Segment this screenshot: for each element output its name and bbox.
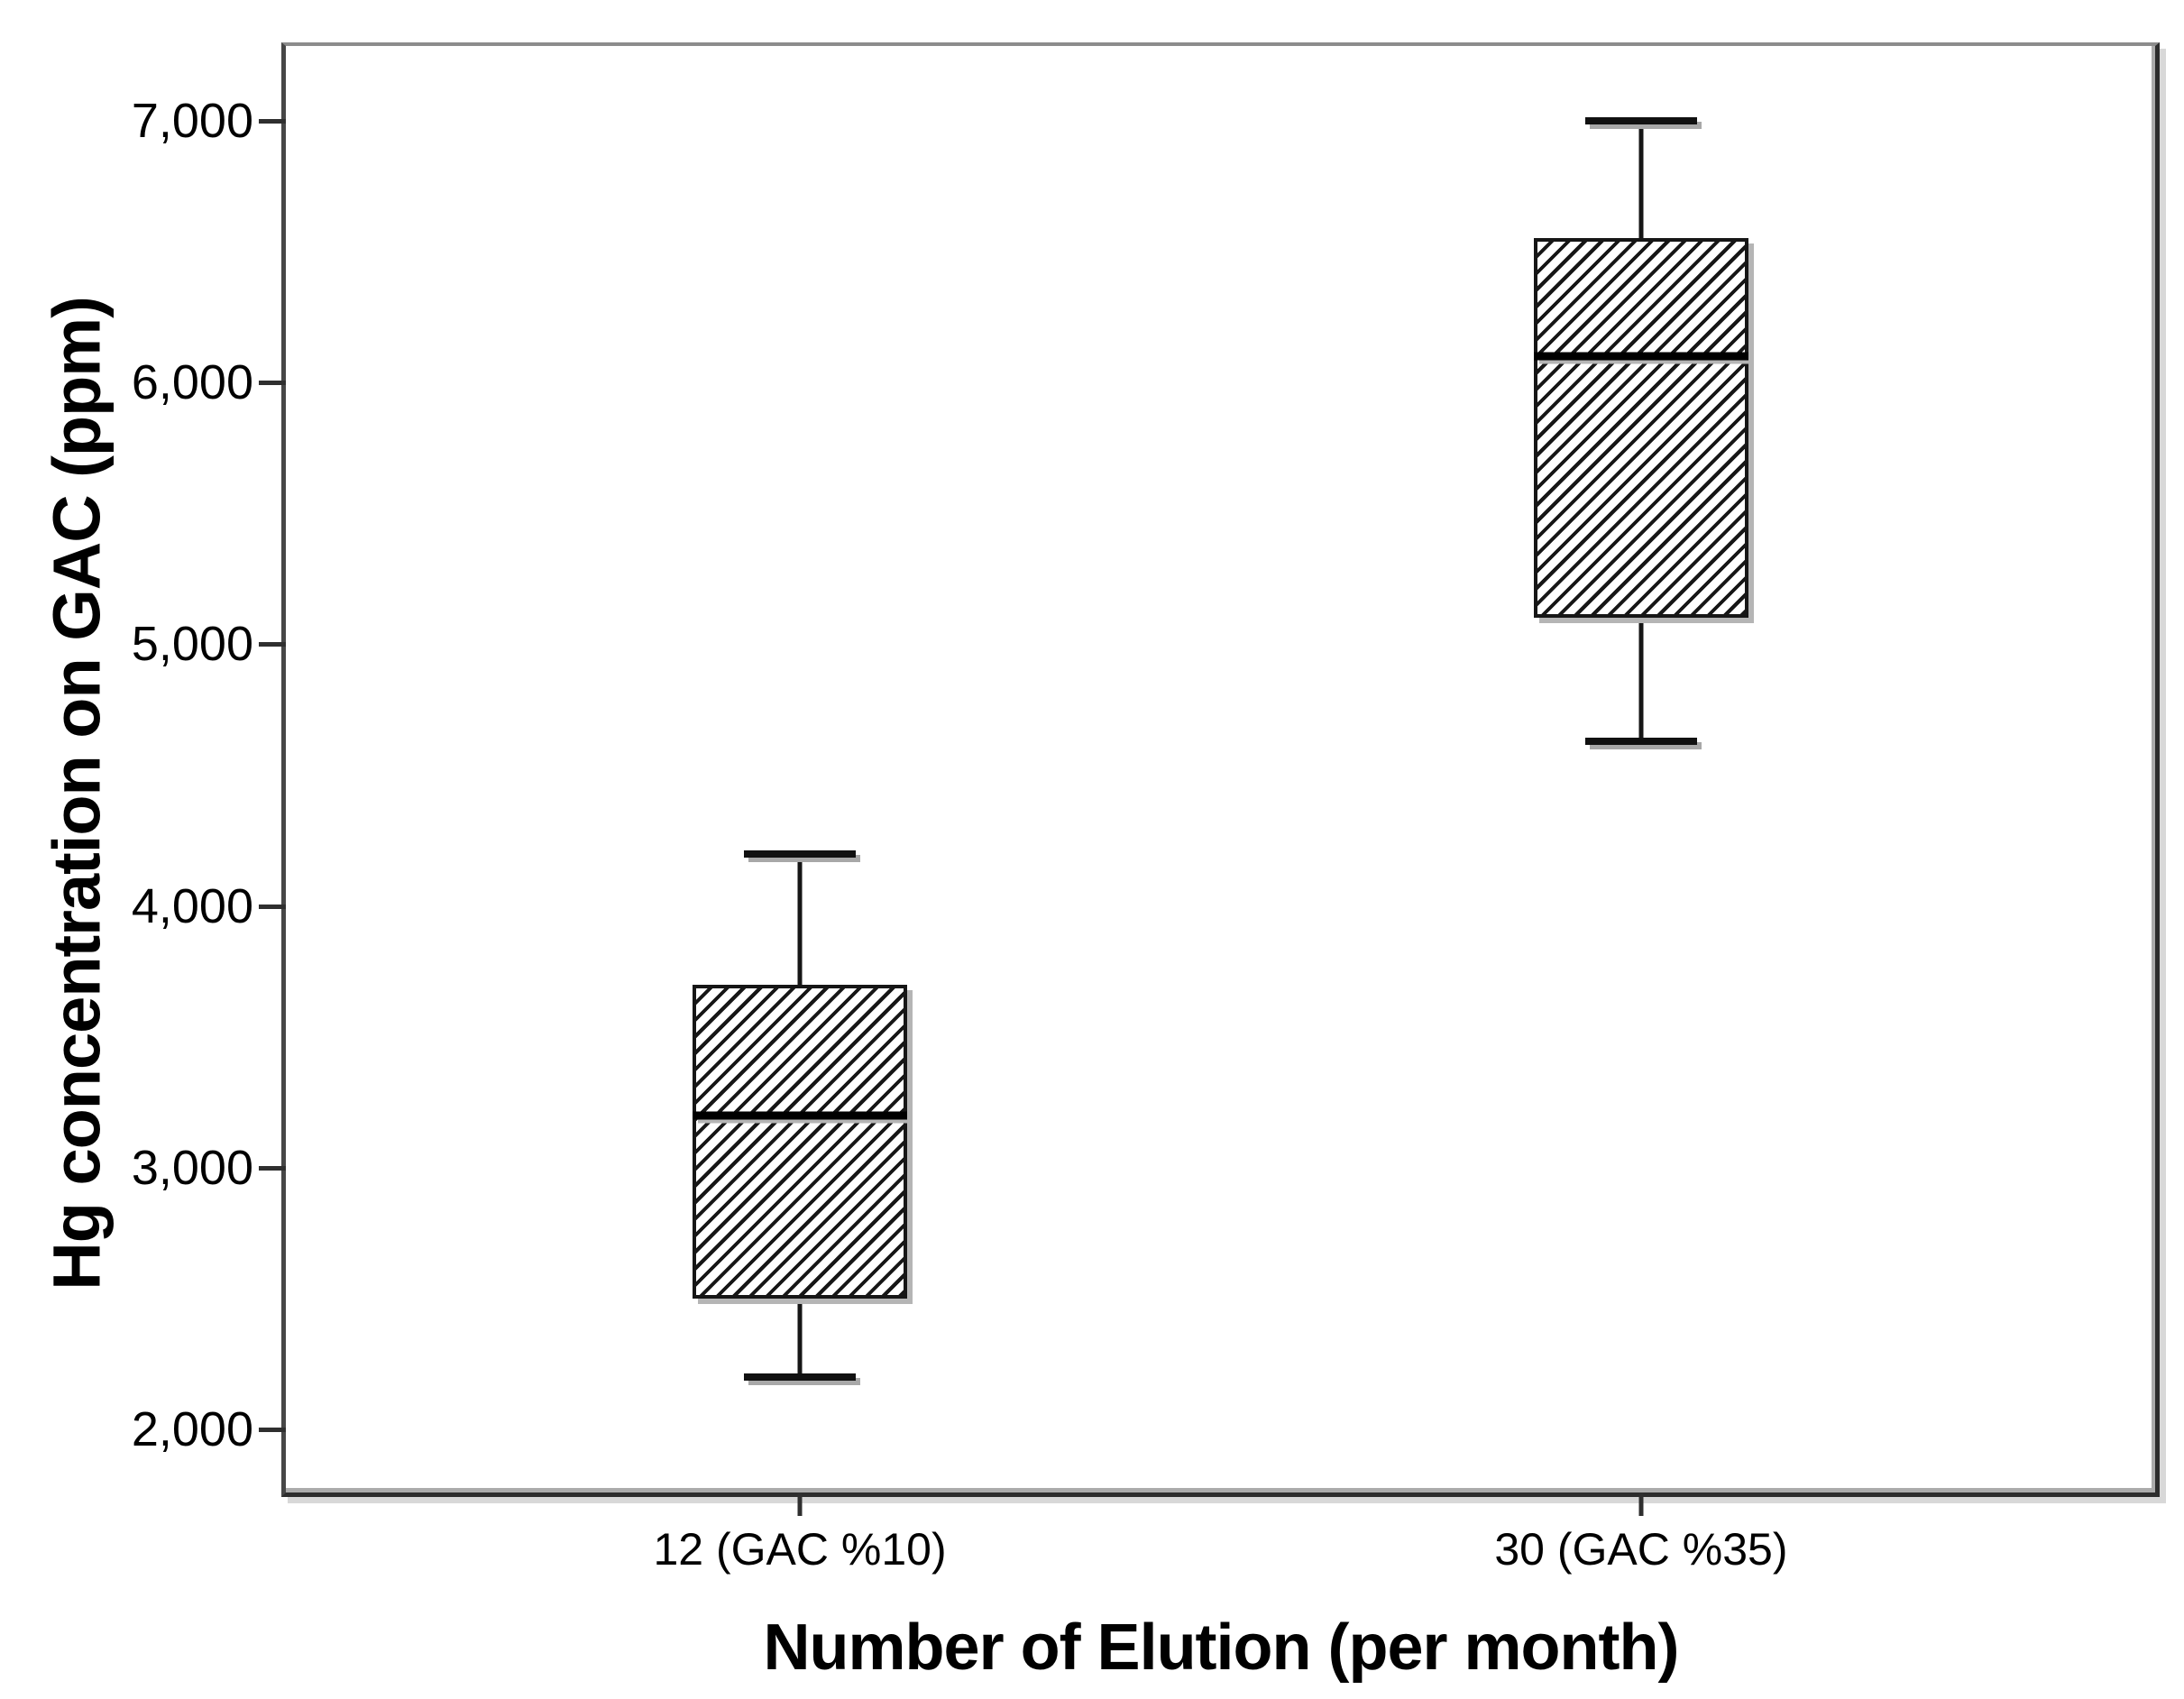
y-tick-label: 5,000 xyxy=(131,617,253,672)
y-tick-label: 7,000 xyxy=(131,93,253,148)
y-tick xyxy=(259,642,286,647)
y-tick xyxy=(259,118,286,124)
median-line xyxy=(1533,352,1748,361)
y-tick xyxy=(259,1166,286,1171)
whisker-cap-bottom xyxy=(744,1373,857,1382)
y-tick xyxy=(259,1428,286,1433)
y-tick xyxy=(259,904,286,909)
x-tick-label: 12 (GAC %10) xyxy=(653,1524,947,1575)
y-tick-label: 6,000 xyxy=(131,355,253,410)
box-iqr xyxy=(693,984,908,1300)
whisker-cap-bottom xyxy=(1584,737,1697,745)
y-tick-label: 4,000 xyxy=(131,878,253,933)
median-line xyxy=(693,1111,908,1120)
x-tick xyxy=(797,1492,803,1516)
whisker-cap-top xyxy=(744,850,857,858)
whisker-cap-top xyxy=(1584,116,1697,124)
x-axis-title: Number of Elution (per month) xyxy=(763,1612,1680,1684)
x-tick xyxy=(1638,1492,1644,1516)
y-axis-title: Hg concentration on GAC (ppm) xyxy=(39,297,115,1290)
y-tick-label: 2,000 xyxy=(131,1402,253,1457)
y-tick xyxy=(259,381,286,386)
plot-area: 2,000 3,000 4,000 5,000 6,000 7,000 12 (GAC %… xyxy=(132,42,2160,1575)
box-iqr xyxy=(1533,238,1748,619)
x-tick-label: 30 (GAC %35) xyxy=(1494,1524,1788,1575)
y-tick-label: 3,000 xyxy=(131,1141,253,1195)
